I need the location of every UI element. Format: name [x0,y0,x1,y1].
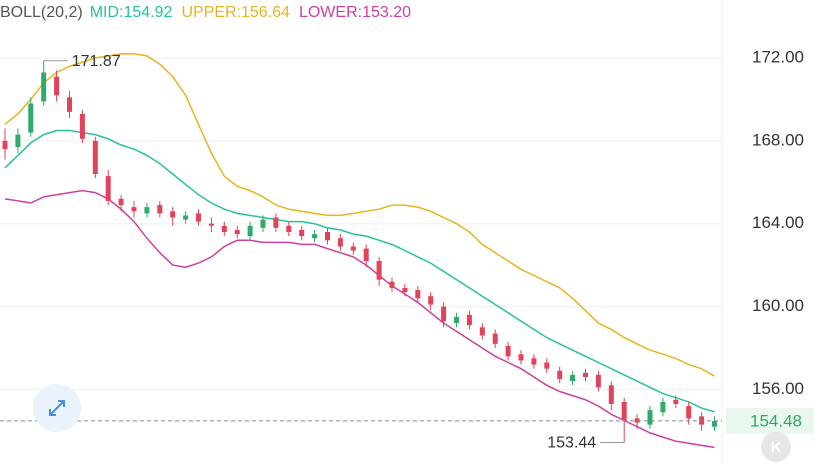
candle-body [595,374,601,388]
candle-body [157,205,163,214]
candle-body [54,76,60,96]
candle-body [660,401,666,413]
band-line [4,129,715,413]
candle-body [79,113,85,139]
candle-body [621,401,627,421]
candle-body [67,97,72,112]
candle-body [183,215,189,220]
candle-body [673,399,679,404]
candle-body [260,219,266,228]
candle-body [686,406,692,419]
candle-body [583,372,588,377]
kline-button-bg[interactable] [761,432,791,462]
candle-body [131,207,137,212]
candle-body [479,327,485,336]
last-price-label: 154.48 [750,411,802,430]
y-tick-label: 164.00 [752,213,804,232]
candle-body [570,374,576,382]
candle-body [531,358,537,365]
candle-body [712,420,717,427]
candle-body [518,354,524,361]
candle-body [312,234,318,239]
candle-body [144,207,150,214]
candle-body [273,217,279,228]
candle-body [557,370,563,380]
indicator-label: BOLL(20,2) [0,4,83,21]
candle-body [454,316,459,324]
expand-button[interactable] [33,384,81,432]
kline-button-label[interactable]: K [771,439,782,456]
candle-body [350,246,356,251]
candle-body [92,140,98,174]
candle-body [389,281,395,288]
candle-body [492,333,498,344]
high-marker-label: 171.87 [72,53,121,70]
candle-body [28,103,34,133]
y-tick-label: 172.00 [752,47,804,66]
legend: BOLL(20,2) MID:154.92 UPPER:156.64 LOWER:1… [0,4,411,21]
candle-body [363,248,369,261]
band-line [4,189,715,449]
candle-body [325,232,330,241]
candle-body [608,385,614,404]
candle-body [286,225,292,232]
expand-icon[interactable] [49,400,65,416]
candle-body [234,229,240,235]
candle-body [428,296,434,305]
candle-body [376,261,382,280]
candle-body [505,345,511,357]
candle-body [170,211,176,218]
legend-entry: LOWER:153.20 [299,4,411,21]
candle-body [15,134,21,148]
candle-body [544,362,550,369]
y-tick-label: 156.00 [752,379,804,398]
candle-body [415,290,421,299]
candle-body [41,72,47,102]
candle-body [221,225,227,232]
y-tick-label: 160.00 [752,296,804,315]
legend-entry: UPPER:156.64 [181,4,290,21]
candle-body [247,225,253,237]
candle-body [647,410,653,425]
legend-entry: MID:154.92 [90,4,173,21]
candle-body [441,306,447,322]
band-line [4,53,715,377]
y-tick-label: 168.00 [752,130,804,149]
candle-body [466,314,472,326]
last-price-tag [726,407,814,434]
candle-body [299,229,305,237]
candle-body [337,238,343,247]
candle-body [118,198,124,206]
candle-body [402,287,408,293]
candle-body [208,223,214,226]
candle-body [196,213,201,222]
low-marker-label: 153.44 [547,435,596,452]
candle-body [2,140,8,150]
candle-body [105,176,111,201]
kline-button[interactable]: K [761,432,791,462]
